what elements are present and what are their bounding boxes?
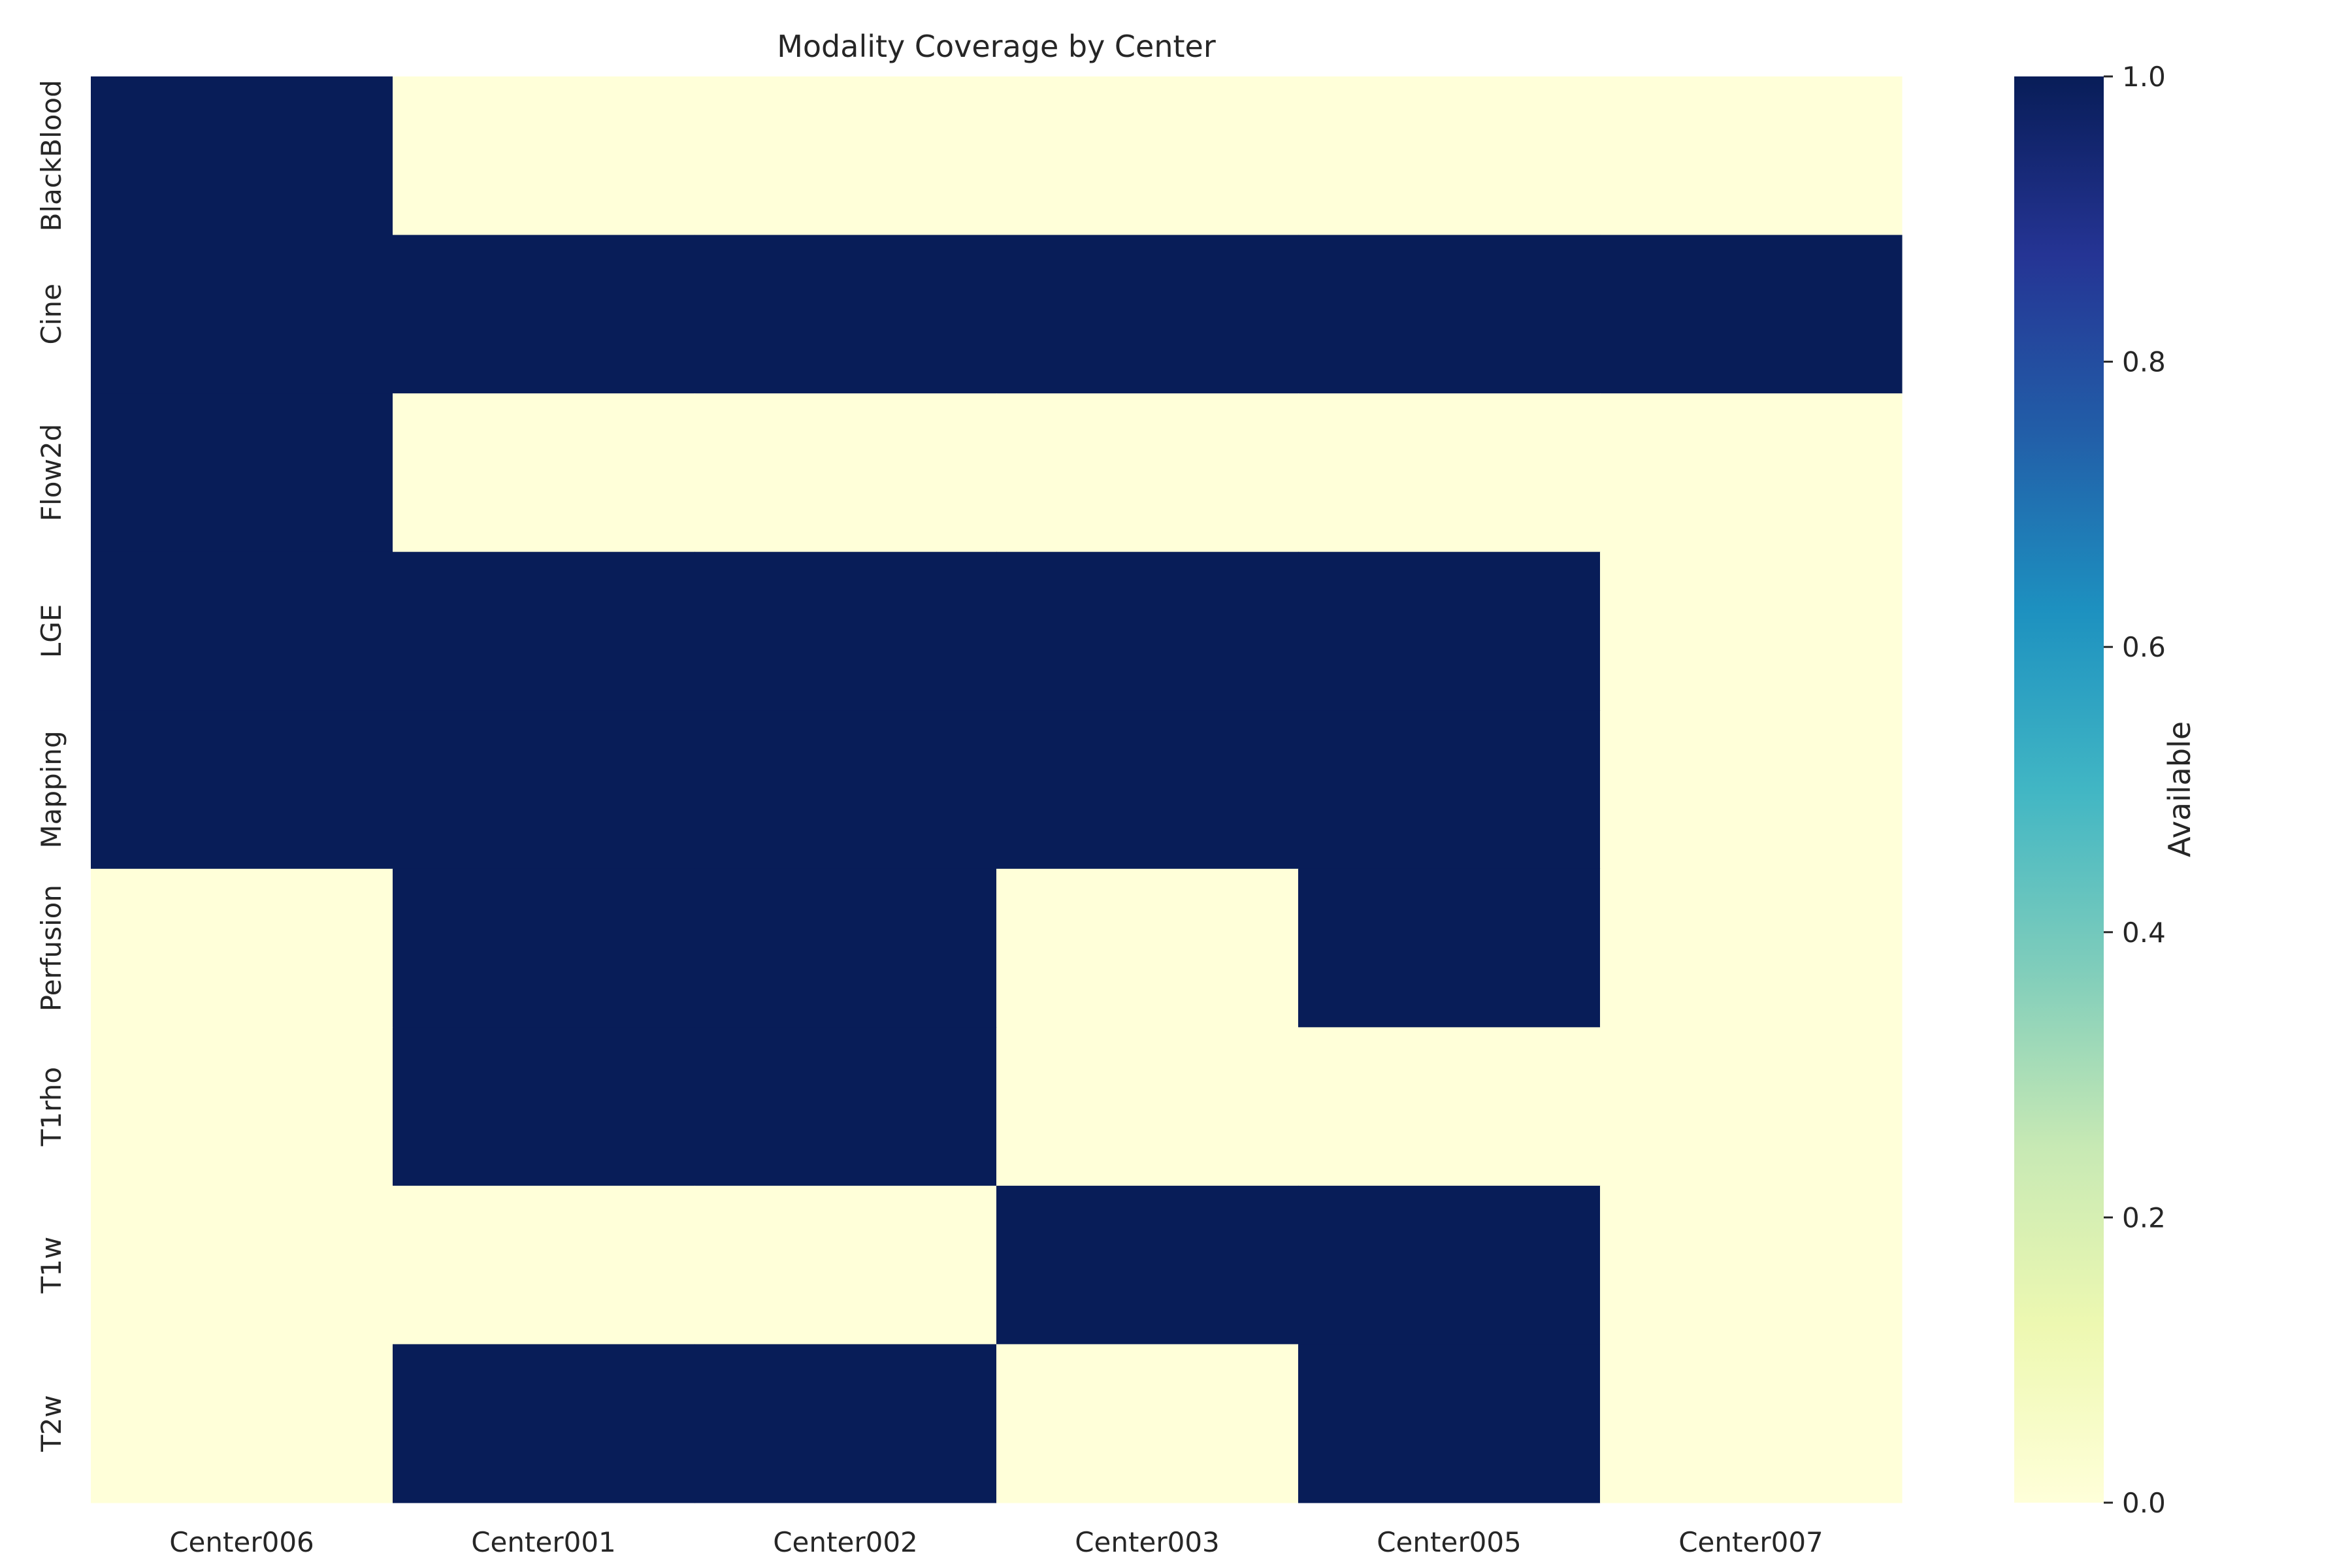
heatmap-cell	[1298, 1027, 1601, 1186]
heatmap-cell	[393, 710, 695, 870]
y-tick-label: T2w	[35, 1395, 67, 1452]
heatmap-cell	[996, 1185, 1299, 1345]
heatmap-cell	[1600, 1027, 1903, 1186]
heatmap-cell	[996, 1344, 1299, 1503]
heatmap-cell	[393, 76, 695, 236]
heatmap-cell	[91, 393, 393, 553]
colorbar-tick-label: 0.0	[2122, 1487, 2166, 1519]
colorbar-gradient	[2014, 76, 2104, 1503]
heatmap-cell	[1600, 1185, 1903, 1345]
y-tick-label: T1rho	[35, 1067, 67, 1147]
heatmap-cell	[1298, 868, 1601, 1028]
heatmap-cell	[996, 1027, 1299, 1186]
y-tick-label: T1w	[35, 1237, 67, 1294]
heatmap-cell	[91, 868, 393, 1028]
heatmap-cell	[996, 710, 1299, 870]
x-tick-label: Center007	[1678, 1526, 1823, 1558]
heatmap-cell	[1600, 76, 1903, 236]
heatmap-cell	[1298, 393, 1601, 553]
colorbar-tick-label: 0.2	[2122, 1201, 2166, 1233]
heatmap-cell	[694, 868, 997, 1028]
heatmap-cell	[91, 1027, 393, 1186]
heatmap-cell	[694, 710, 997, 870]
heatmap-cell	[393, 1027, 695, 1186]
heatmap-cell	[1600, 868, 1903, 1028]
colorbar-tick-label: 1.0	[2122, 61, 2166, 93]
heatmap-cell	[694, 551, 997, 711]
heatmap-cell	[91, 1185, 393, 1345]
colorbar-ticks: 0.0 0.2 0.4 0.6 0.8 1.0	[2104, 61, 2166, 1519]
y-tick-label: Mapping	[35, 730, 67, 848]
heatmap-cell	[1298, 1344, 1601, 1503]
heatmap-cell	[694, 235, 997, 394]
heatmap-cell	[91, 235, 393, 394]
heatmap-cell	[393, 1344, 695, 1503]
colorbar: 0.0 0.2 0.4 0.6 0.8 1.0 Available	[2014, 61, 2197, 1519]
heatmap-cell	[393, 1185, 695, 1345]
heatmap-cell	[694, 1344, 997, 1503]
x-tick-label: Center006	[169, 1526, 314, 1558]
colorbar-tick-label: 0.4	[2122, 917, 2166, 949]
heatmap-cell	[996, 868, 1299, 1028]
heatmap-cell	[1600, 393, 1903, 553]
heatmap-cell	[1298, 710, 1601, 870]
heatmap-cell	[91, 710, 393, 870]
heatmap-cell	[1600, 551, 1903, 711]
chart-title: Modality Coverage by Center	[777, 29, 1216, 64]
heatmap-cell	[91, 76, 393, 236]
heatmap-cell	[1600, 710, 1903, 870]
heatmap-cell	[393, 393, 695, 553]
heatmap-cell	[91, 1344, 393, 1503]
colorbar-label: Available	[2162, 721, 2197, 857]
heatmap-cells	[91, 76, 1903, 1503]
heatmap-cell	[393, 235, 695, 394]
heatmap-cell	[694, 76, 997, 236]
y-tick-label: Cine	[35, 284, 67, 344]
heatmap-cell	[694, 393, 997, 553]
heatmap-cell	[1298, 235, 1601, 394]
x-tick-label: Center001	[471, 1526, 616, 1558]
heatmap-cell	[694, 1185, 997, 1345]
heatmap-cell	[996, 76, 1299, 236]
x-tick-label: Center002	[773, 1526, 918, 1558]
heatmap-cell	[1600, 235, 1903, 394]
y-tick-label: Perfusion	[35, 885, 67, 1011]
colorbar-tick-label: 0.8	[2122, 346, 2166, 378]
y-tick-label: Flow2d	[35, 424, 67, 521]
heatmap-cell	[1600, 1344, 1903, 1503]
heatmap-cell	[996, 551, 1299, 711]
x-tick-labels: Center006 Center001 Center002 Center003 Cent…	[169, 1526, 1823, 1558]
heatmap-cell	[1298, 1185, 1601, 1345]
heatmap-cell	[996, 393, 1299, 553]
y-tick-label: LGE	[35, 604, 67, 658]
heatmap-cell	[1298, 551, 1601, 711]
x-tick-label: Center005	[1377, 1526, 1522, 1558]
heatmap-cell	[694, 1027, 997, 1186]
y-tick-label: BlackBlood	[35, 80, 67, 231]
y-tick-labels: BlackBlood Cine Flow2d LGE Mapping Perfusion T…	[35, 80, 67, 1452]
heatmap-cell	[393, 551, 695, 711]
heatmap-cell	[996, 235, 1299, 394]
colorbar-tick-label: 0.6	[2122, 631, 2166, 663]
heatmap-cell	[393, 868, 695, 1028]
heatmap-cell	[91, 551, 393, 711]
x-tick-label: Center003	[1075, 1526, 1220, 1558]
heatmap-cell	[1298, 76, 1601, 236]
